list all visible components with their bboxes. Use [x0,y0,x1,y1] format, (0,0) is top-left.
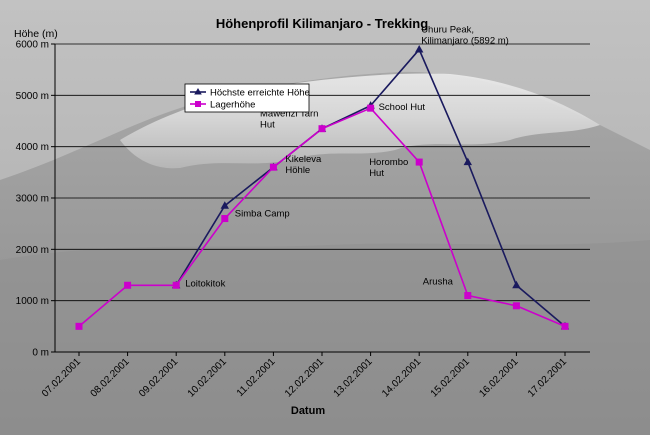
annotation-line: Simba Camp [235,209,290,220]
annotation-label: Horombo Hut [369,157,408,179]
annotation-line: Mawenzi Tarn [260,109,318,120]
data-point-camp-altitude [124,281,132,289]
legend-marker [194,88,202,95]
annotation-line: Kilimanjaro (5892 m) [421,36,509,47]
y-tick-label: 3000 m [16,194,49,205]
annotation-label: Simba Camp [235,209,290,220]
legend-marker [195,101,201,107]
y-tick-label: 1000 m [16,296,49,307]
y-tick-label: 4000 m [16,142,49,153]
annotation-line: Höhle [285,165,310,176]
gridlines [55,43,590,302]
data-point-camp-altitude [561,322,569,330]
data-point-camp-altitude [221,215,229,223]
annotation-label: Loitokitok [185,278,225,289]
y-tick-label: 5000 m [16,91,49,102]
annotation-line: Arusha [423,277,454,288]
y-tick-labels: 0 m 1000 m 2000 m 3000 m 4000 m 5000 m 6000 m [16,40,55,359]
annotation-label: School Hut [379,102,426,113]
annotation-label: Kikeleva Höhle [285,154,322,176]
data-point-camp-altitude [464,292,472,300]
data-point-camp-altitude [415,158,423,166]
x-axis-title: Datum [291,405,325,417]
point-annotations: Uhuru Peak, Kilimanjaro (5892 m) School Hu… [185,25,509,290]
annotation-label: Mawenzi Tarn Hut [260,109,318,131]
data-point-camp-altitude [172,281,180,289]
annotation-label: Arusha [423,277,454,288]
data-point-camp-altitude [269,163,277,171]
chart-title: Höhenprofil Kilimanjaro - Trekking [216,16,428,31]
legend-box [184,83,310,113]
data-point-max-altitude [415,45,424,53]
mountain-foothills [0,240,650,435]
data-point-camp-altitude [512,302,520,310]
annotation-line: Horombo [369,157,408,168]
y-axis-title: Höhe (m) [14,28,58,40]
annotation-line: Uhuru Peak, [421,25,474,36]
annotation-line: Hut [369,168,384,179]
data-point-max-altitude [463,157,472,166]
y-tick-label: 0 m [32,348,49,359]
legend-label: Höchste erreichte Höhe [210,88,310,99]
series-lines [75,45,570,330]
data-point-camp-altitude [75,322,83,330]
legend-label: Lagerhöhe [210,100,255,111]
annotation-line: Loitokitok [185,278,225,289]
annotation-line: School Hut [379,102,426,113]
data-point-max-altitude [220,201,229,209]
annotation-line: Kikeleva [285,154,322,165]
y-tick-label: 6000 m [16,40,49,51]
annotation-line: Hut [260,120,275,131]
data-point-camp-altitude [367,104,375,112]
y-tick-label: 2000 m [16,245,49,256]
data-point-max-altitude [512,280,521,289]
annotation-label: Uhuru Peak, Kilimanjaro (5892 m) [421,25,509,47]
data-point-camp-altitude [318,125,326,133]
